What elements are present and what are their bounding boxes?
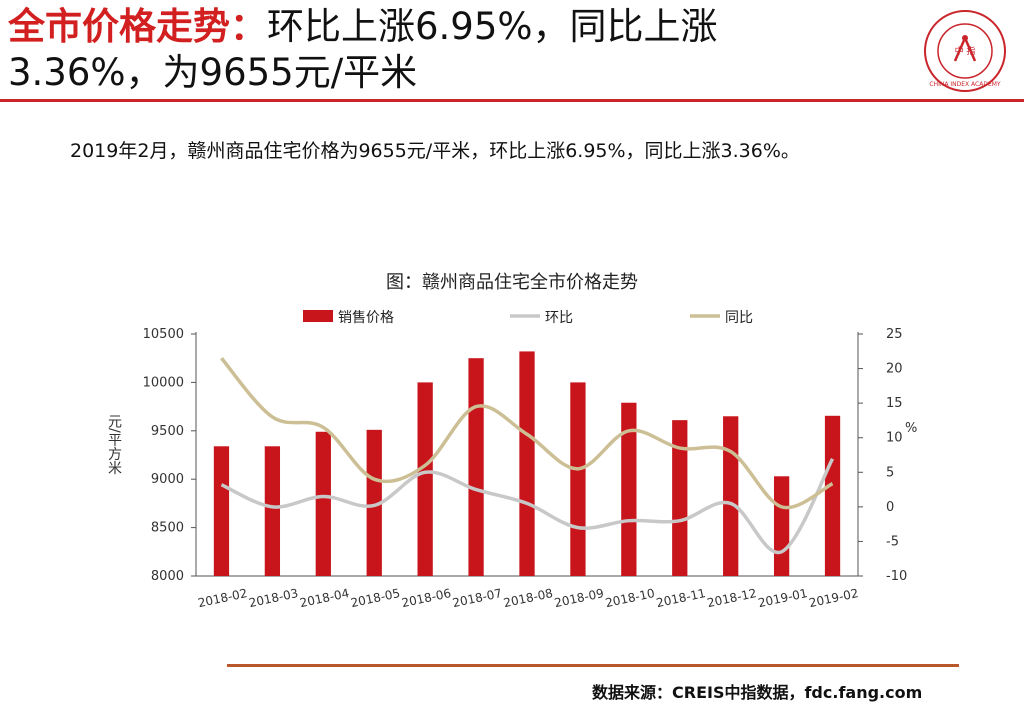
price-bar (315, 431, 331, 576)
price-bar (264, 446, 281, 576)
right-tick-label: 25 (886, 327, 903, 342)
page-title-line2: 3.36%，为9655元/平米 (8, 51, 418, 94)
right-tick-label: 10 (886, 431, 903, 446)
right-tick-label: 20 (886, 362, 903, 377)
price-bar (672, 420, 688, 576)
price-bar (519, 351, 535, 576)
x-tick-label: 2018-03 (248, 586, 300, 610)
x-tick-label: 2018-08 (502, 586, 554, 610)
title-divider (0, 99, 1024, 102)
left-tick-label: 9500 (151, 424, 184, 439)
legend-swatch-price (303, 310, 333, 322)
price-bar (621, 402, 637, 576)
x-tick-label: 2018-07 (451, 586, 503, 610)
price-bar (213, 446, 230, 576)
left-tick-label: 9000 (151, 472, 184, 487)
x-tick-label: 2018-12 (706, 586, 758, 610)
logo-text: 中 指 (955, 45, 976, 57)
yoy-series-line (220, 357, 834, 510)
page-title-highlight: 全市价格走势： (8, 5, 267, 48)
x-tick-label: 2018-09 (553, 586, 605, 610)
right-tick-label: 0 (886, 500, 894, 515)
price-bar (366, 429, 382, 576)
right-tick-label: 15 (886, 396, 903, 411)
summary-text: 2019年2月，赣州商品住宅价格为9655元/平米，环比上涨6.95%，同比上涨… (70, 140, 800, 162)
mom-series-line (220, 457, 835, 555)
left-tick-label: 8500 (151, 521, 184, 536)
left-axis-label: 元/平方米 (106, 414, 122, 475)
x-tick-label: 2019-01 (757, 586, 809, 610)
left-tick-label: 10500 (143, 327, 184, 342)
chart-title: 图：赣州商品住宅全市价格走势 (386, 272, 638, 293)
page-title: 全市价格走势：环比上涨6.95%，同比上涨 3.36%，为9655元/平米 (8, 4, 908, 96)
price-bar (824, 415, 841, 576)
price-bar (570, 382, 586, 576)
china-index-academy-logo: 中 指 CHINA INDEX ACADEMY (924, 10, 1006, 92)
legend-label-price: 销售价格 (338, 310, 394, 326)
x-tick-label: 2018-05 (349, 586, 401, 610)
x-tick-label: 2018-02 (197, 586, 249, 610)
legend-label-yoy: 同比 (725, 310, 753, 326)
price-trend-chart: 10500 10000 9500 9000 8500 8000 25 20 15 10 5 0 -5 -1… (106, 310, 917, 610)
price-bar (417, 382, 433, 576)
right-tick-label: 5 (886, 465, 894, 480)
legend-label-mom: 环比 (545, 310, 573, 326)
price-bar (468, 358, 484, 576)
x-tick-label: 2018-11 (655, 586, 707, 610)
logo-ring-text: CHINA INDEX ACADEMY (929, 81, 1001, 88)
right-tick-label: -10 (886, 569, 907, 584)
x-tick-label: 2019-02 (808, 586, 860, 610)
right-axis-label: % (905, 421, 917, 436)
x-tick-label: 2018-04 (298, 586, 350, 610)
page-title-line1: 环比上涨6.95%，同比上涨 (267, 5, 718, 48)
price-bar (723, 416, 739, 576)
footer-divider (227, 664, 959, 667)
x-tick-label: 2018-06 (400, 586, 452, 610)
price-bar (773, 476, 790, 576)
data-source: 数据来源：CREIS中指数据，fdc.fang.com (592, 683, 923, 702)
left-tick-label: 10000 (143, 375, 184, 390)
left-tick-label: 8000 (151, 569, 184, 584)
x-tick-label: 2018-10 (604, 586, 656, 610)
right-tick-label: -5 (886, 534, 899, 549)
